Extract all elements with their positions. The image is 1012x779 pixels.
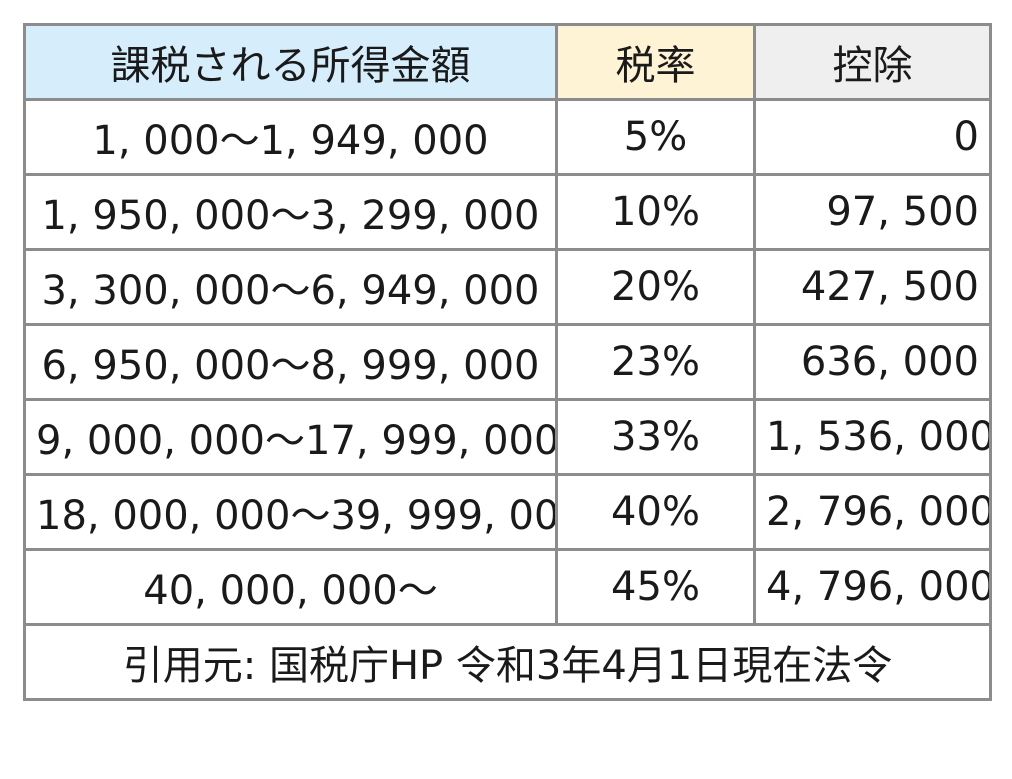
table-row: 1, 000〜1, 949, 000 5% 0 — [23, 98, 992, 176]
deduction-cell: 2, 796, 000 — [753, 473, 992, 551]
table-row: 1, 950, 000〜3, 299, 000 10% 97, 500 — [23, 173, 992, 251]
income-bracket-cell: 40, 000, 000〜 — [23, 548, 558, 626]
income-bracket-cell: 1, 000〜1, 949, 000 — [23, 98, 558, 176]
income-bracket-cell: 1, 950, 000〜3, 299, 000 — [23, 173, 558, 251]
income-bracket-cell: 6, 950, 000〜8, 999, 000 — [23, 323, 558, 401]
header-deduction: 控除 — [753, 23, 992, 101]
deduction-cell: 0 — [753, 98, 992, 176]
income-bracket-cell: 9, 000, 000〜17, 999, 000 — [23, 398, 558, 476]
source-row: 引用元: 国税庁HP 令和3年4月1日現在法令 — [23, 623, 992, 701]
deduction-cell: 1, 536, 000 — [753, 398, 992, 476]
table-row: 3, 300, 000〜6, 949, 000 20% 427, 500 — [23, 248, 992, 326]
header-taxable-income: 課税される所得金額 — [23, 23, 558, 101]
table-row: 6, 950, 000〜8, 999, 000 23% 636, 000 — [23, 323, 992, 401]
deduction-cell: 427, 500 — [753, 248, 992, 326]
table-row: 40, 000, 000〜 45% 4, 796, 000 — [23, 548, 992, 626]
header-row: 課税される所得金額 税率 控除 — [23, 23, 992, 101]
tax-rate-table: 課税される所得金額 税率 控除 1, 000〜1, 949, 000 5% 0 … — [23, 23, 992, 701]
income-bracket-cell: 3, 300, 000〜6, 949, 000 — [23, 248, 558, 326]
tax-rate-cell: 40% — [555, 473, 756, 551]
tax-rate-cell: 10% — [555, 173, 756, 251]
deduction-cell: 636, 000 — [753, 323, 992, 401]
tax-rate-cell: 5% — [555, 98, 756, 176]
deduction-cell: 97, 500 — [753, 173, 992, 251]
tax-rate-cell: 45% — [555, 548, 756, 626]
tax-rate-cell: 33% — [555, 398, 756, 476]
deduction-cell: 4, 796, 000 — [753, 548, 992, 626]
income-bracket-cell: 18, 000, 000〜39, 999, 000 — [23, 473, 558, 551]
header-tax-rate: 税率 — [555, 23, 756, 101]
tax-rate-cell: 23% — [555, 323, 756, 401]
table-row: 9, 000, 000〜17, 999, 000 33% 1, 536, 000 — [23, 398, 992, 476]
table-row: 18, 000, 000〜39, 999, 000 40% 2, 796, 00… — [23, 473, 992, 551]
source-citation: 引用元: 国税庁HP 令和3年4月1日現在法令 — [23, 623, 992, 701]
tax-rate-cell: 20% — [555, 248, 756, 326]
